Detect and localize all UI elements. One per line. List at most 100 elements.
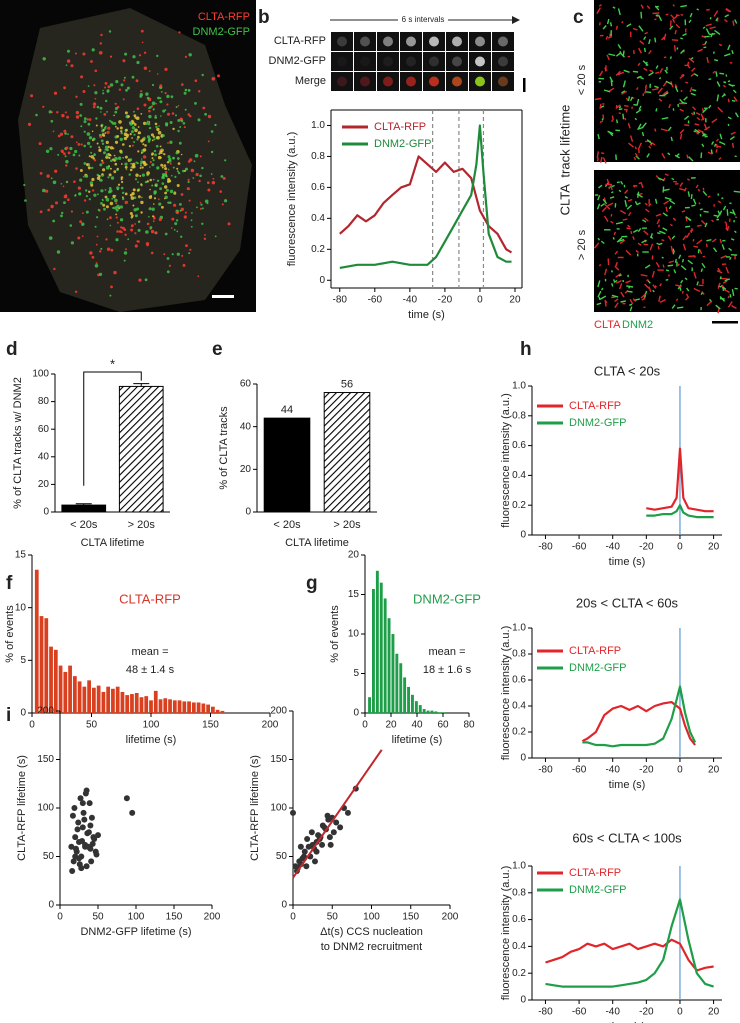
y-tick-label: 0 bbox=[520, 995, 526, 1006]
puncta bbox=[112, 206, 115, 210]
puncta bbox=[165, 122, 169, 126]
puncta bbox=[125, 133, 129, 137]
puncta bbox=[162, 109, 166, 113]
puncta bbox=[152, 108, 155, 111]
puncta bbox=[146, 222, 150, 226]
track bbox=[693, 271, 697, 279]
bar bbox=[407, 686, 410, 713]
bar bbox=[96, 685, 101, 713]
puncta bbox=[176, 167, 179, 170]
spot bbox=[429, 76, 439, 87]
track bbox=[679, 108, 685, 112]
track bbox=[619, 51, 622, 54]
puncta bbox=[129, 212, 133, 215]
track bbox=[654, 285, 657, 288]
track bbox=[687, 61, 690, 66]
puncta bbox=[142, 148, 147, 152]
track bbox=[615, 280, 622, 284]
point bbox=[304, 836, 311, 843]
track bbox=[681, 210, 686, 213]
puncta bbox=[57, 134, 61, 138]
track bbox=[611, 118, 615, 123]
track bbox=[659, 298, 666, 304]
point bbox=[327, 841, 334, 848]
track bbox=[669, 223, 673, 227]
puncta bbox=[161, 205, 164, 209]
spot bbox=[337, 76, 347, 87]
axis-title: CLTA track lifetime bbox=[557, 105, 572, 216]
puncta bbox=[167, 155, 171, 159]
track bbox=[700, 113, 705, 121]
track bbox=[665, 206, 668, 213]
legend-label: DNM2-GFP bbox=[569, 662, 626, 674]
track bbox=[637, 242, 642, 246]
spot bbox=[498, 56, 508, 67]
track bbox=[680, 13, 684, 16]
track bbox=[728, 83, 734, 87]
puncta bbox=[104, 145, 109, 149]
puncta bbox=[55, 201, 58, 205]
puncta bbox=[142, 143, 145, 146]
x-tick-label: -80 bbox=[333, 295, 348, 306]
puncta bbox=[150, 133, 154, 137]
puncta bbox=[121, 180, 124, 184]
track bbox=[692, 238, 695, 242]
legend-label: CLTA-RFP bbox=[569, 645, 621, 657]
puncta bbox=[141, 166, 144, 169]
spot bbox=[406, 36, 416, 47]
point bbox=[303, 863, 310, 870]
puncta bbox=[151, 207, 155, 211]
track bbox=[717, 200, 722, 204]
puncta bbox=[134, 214, 138, 218]
track bbox=[644, 91, 652, 94]
puncta bbox=[147, 122, 151, 126]
puncta bbox=[94, 264, 99, 268]
track bbox=[697, 129, 704, 134]
x-tick-label: 20 bbox=[708, 542, 720, 553]
track bbox=[604, 268, 608, 276]
puncta bbox=[156, 127, 160, 132]
x-tick-label: 0 bbox=[677, 542, 683, 553]
bar bbox=[168, 699, 172, 713]
bar bbox=[153, 690, 158, 713]
track bbox=[597, 134, 600, 140]
track bbox=[633, 103, 638, 106]
puncta bbox=[122, 98, 125, 101]
track bbox=[724, 18, 728, 23]
track bbox=[638, 142, 643, 149]
x-axis-label: time (s) bbox=[609, 556, 646, 568]
track bbox=[672, 18, 676, 23]
puncta bbox=[157, 130, 162, 135]
track bbox=[673, 14, 679, 19]
y-tick-label: 1.0 bbox=[512, 381, 526, 392]
puncta bbox=[135, 173, 139, 177]
legend-label: CLTA-RFP bbox=[569, 867, 621, 879]
point bbox=[70, 858, 77, 865]
puncta bbox=[180, 153, 183, 156]
track bbox=[714, 143, 717, 147]
track bbox=[717, 106, 724, 113]
puncta bbox=[187, 160, 191, 163]
y-tick-label: 0.6 bbox=[512, 440, 526, 451]
bar bbox=[372, 588, 375, 713]
x-axis-label: Δt(s) CCS nucleation bbox=[320, 926, 423, 938]
puncta bbox=[169, 140, 173, 144]
bar bbox=[395, 653, 399, 713]
puncta bbox=[63, 129, 67, 133]
puncta bbox=[180, 207, 184, 211]
track bbox=[727, 123, 730, 127]
track bbox=[723, 92, 727, 97]
bar bbox=[418, 705, 422, 713]
puncta bbox=[144, 278, 148, 282]
track bbox=[690, 56, 694, 60]
puncta bbox=[149, 166, 151, 168]
spot bbox=[337, 56, 347, 67]
puncta bbox=[136, 107, 140, 110]
track bbox=[609, 22, 613, 27]
spot bbox=[337, 36, 347, 47]
puncta bbox=[131, 75, 135, 79]
puncta bbox=[163, 173, 168, 177]
puncta bbox=[154, 122, 158, 126]
track bbox=[658, 77, 662, 80]
puncta bbox=[123, 76, 126, 79]
